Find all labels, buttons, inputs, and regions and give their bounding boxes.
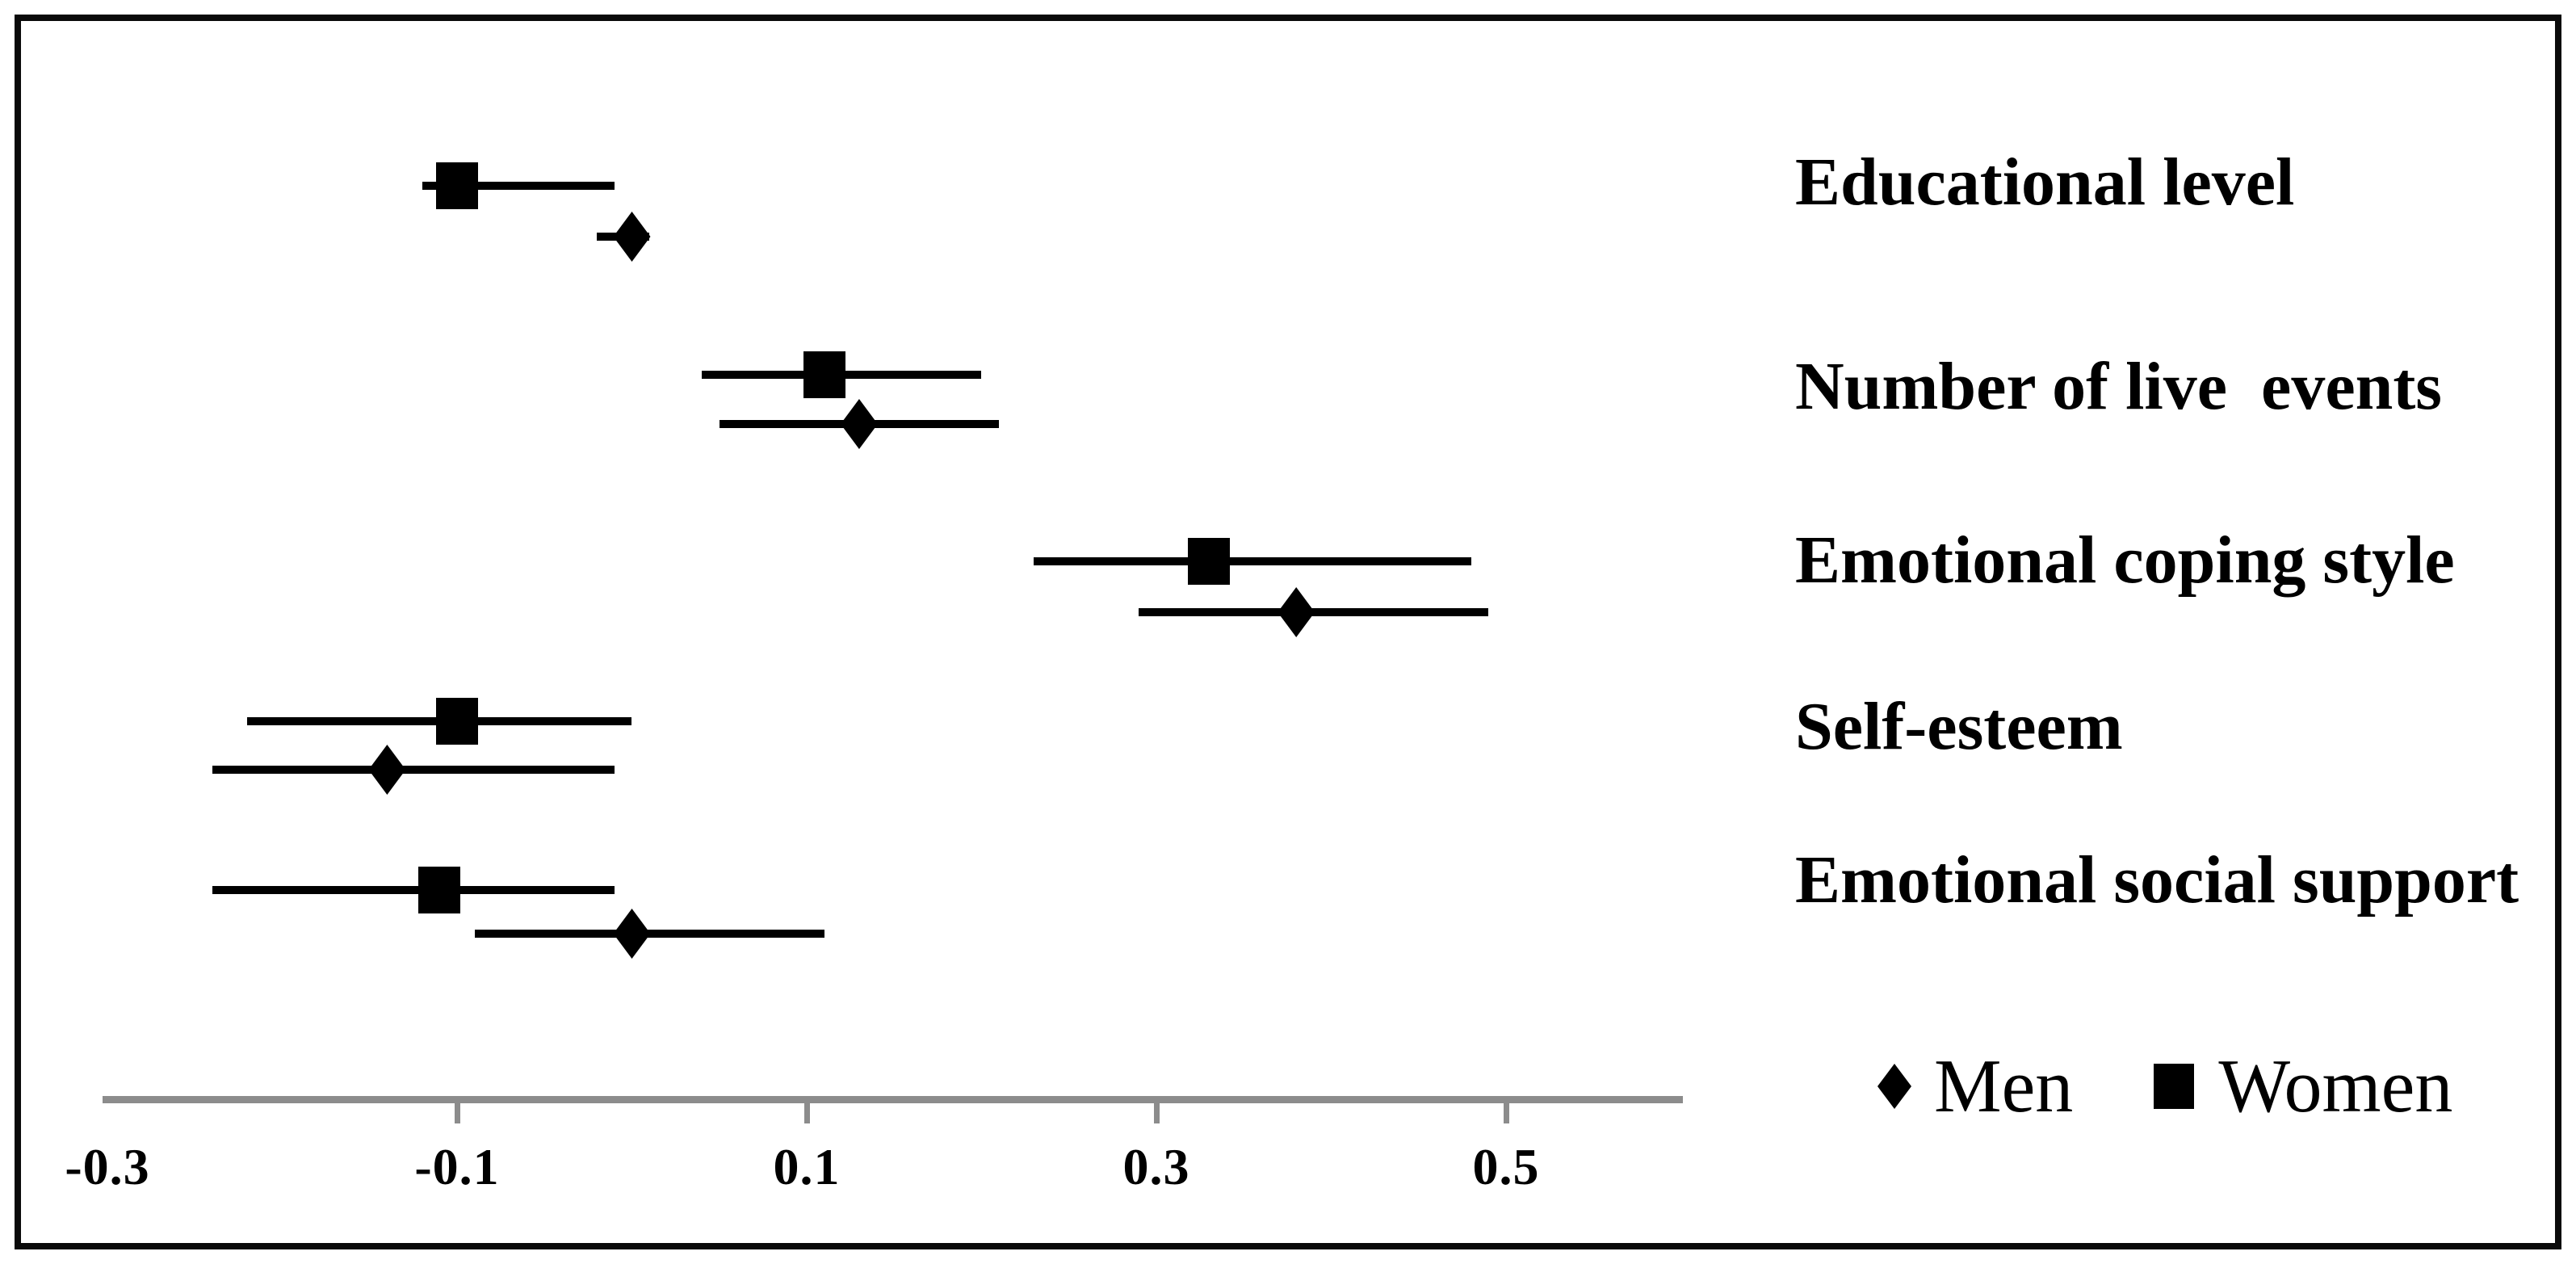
women-square-marker [436,698,478,745]
women-square-marker [1187,538,1230,585]
category-label: Educational level [1795,145,2295,220]
figure-border [15,15,2561,1249]
x-axis-tick-label: -0.1 [414,1138,500,1195]
x-axis-tick-mark [1154,1102,1160,1123]
legend-label-women: Women [2218,1044,2453,1128]
x-axis-tick-label: 0.1 [773,1138,841,1195]
x-axis-tick-mark [1504,1102,1509,1123]
x-axis-tick-label: 0.3 [1122,1138,1190,1195]
women-ci-line [422,182,615,190]
x-axis-tick-mark [804,1102,810,1123]
category-label: Self-esteem [1795,689,2123,764]
x-axis-tick-mark [455,1102,460,1123]
category-label: Emotional coping style [1795,523,2455,598]
category-label: Number of live events [1795,349,2442,424]
women-ci-line [212,886,615,894]
women-square-marker [436,162,478,209]
x-axis-tick-label: -0.3 [65,1138,150,1195]
women-ci-line [1034,557,1471,565]
men-ci-line [212,766,615,774]
x-axis-tick-label: 0.5 [1472,1138,1540,1195]
men-diamond-icon [1877,1064,1911,1109]
women-square-marker [418,867,461,913]
x-axis-line [102,1096,1683,1103]
women-square-icon [2154,1064,2195,1109]
legend-label-men: Men [1934,1044,2074,1128]
women-square-marker [803,351,845,398]
category-label: Emotional social support [1795,842,2519,918]
legend: Men Women [1877,1048,2452,1124]
